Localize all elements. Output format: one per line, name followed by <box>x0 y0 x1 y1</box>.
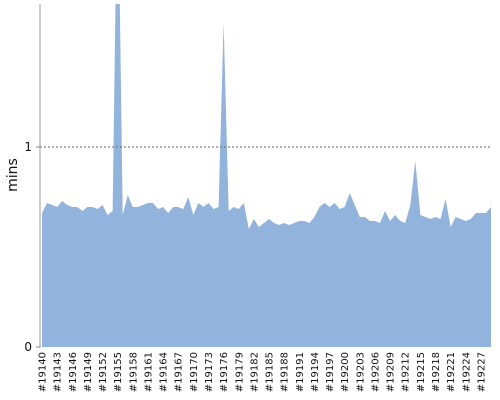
x-tick-label: #19215 <box>416 352 427 392</box>
x-tick-label: #19164 <box>159 352 170 392</box>
x-tick-label: #19149 <box>83 352 94 392</box>
x-tick-label: #19191 <box>295 352 306 392</box>
x-tick-label: #19224 <box>461 352 472 392</box>
x-tick-label: #19182 <box>249 352 260 392</box>
x-tick-label: #19185 <box>265 352 276 392</box>
x-tick-label: #19155 <box>113 352 124 392</box>
x-tick-label: #19173 <box>204 352 215 392</box>
x-tick-label: #19161 <box>143 352 154 392</box>
x-tick-label: #19212 <box>401 352 412 392</box>
x-tick-label: #19143 <box>53 352 64 392</box>
x-tick-label: #19197 <box>325 352 336 392</box>
x-tick-label: #19203 <box>355 352 366 392</box>
x-tick-label: #19188 <box>280 352 291 392</box>
plot-area <box>42 4 491 347</box>
x-tick-label: #19206 <box>370 352 381 392</box>
x-tick-label: #19158 <box>128 352 139 392</box>
x-tick-label: #19227 <box>476 352 487 392</box>
x-tick-label: #19140 <box>38 352 49 392</box>
x-tick-label: #19170 <box>189 352 200 392</box>
x-tick-label: #19194 <box>310 352 321 392</box>
x-tick-label: #19179 <box>234 352 245 392</box>
x-tick-label: #19200 <box>340 352 351 392</box>
y-axis-label: mins <box>5 158 21 192</box>
x-tick-label: #19146 <box>68 352 79 392</box>
x-tick-label: #19152 <box>98 352 109 392</box>
x-tick-label: #19209 <box>386 352 397 392</box>
x-tick-label: #19221 <box>446 352 457 392</box>
y-tick-label: 0 <box>24 340 32 354</box>
y-tick-label: 1 <box>24 140 32 154</box>
x-tick-label: #19167 <box>174 352 185 392</box>
x-tick-label: #19218 <box>431 352 442 392</box>
area <box>42 4 491 347</box>
x-tick-label: #19176 <box>219 352 230 392</box>
